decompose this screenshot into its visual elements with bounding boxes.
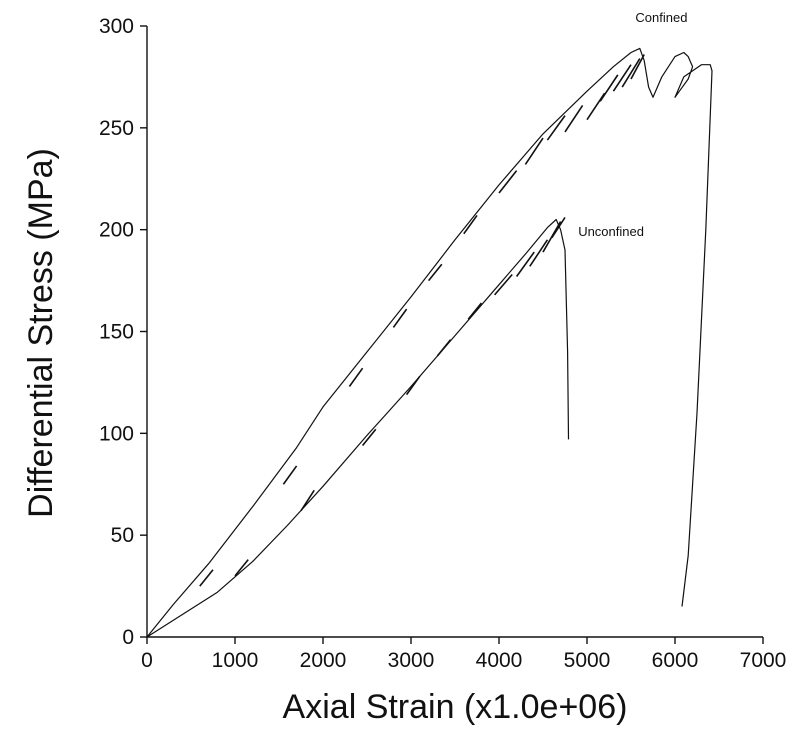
series-layer: Confined Unconfined: [146, 10, 713, 638]
confined-series: Confined: [146, 10, 713, 638]
x-axis-title: Axial Strain (x1.0e+06): [283, 688, 628, 726]
confined-unload-reload-loop: [612, 64, 632, 92]
unconfined-unload-reload-loop: [405, 375, 421, 396]
confined-unload-reload-loop: [599, 74, 619, 102]
unconfined-series: Unconfined: [146, 217, 644, 638]
confined-unload-reload-loop: [630, 54, 645, 80]
unconfined-unload-reload-loop: [361, 428, 377, 447]
confined-unload-reload-loop: [586, 92, 606, 121]
x-tick-label: 4000: [476, 649, 523, 672]
confined-unload-reload-loop: [564, 104, 584, 133]
confined-unload-reload-loop: [498, 170, 518, 194]
y-tick-label: 250: [99, 117, 134, 140]
unconfined-unload-reload-loop: [515, 251, 535, 277]
x-tick-label: 2000: [300, 649, 347, 672]
y-tick-label: 300: [99, 15, 134, 38]
confined-unload-reload-loop: [282, 465, 298, 485]
y-tick-label: 150: [99, 321, 134, 344]
confined-unload-reload-loop: [392, 308, 408, 328]
y-axis-ticks: 0 50 100 150 200 250 300: [99, 15, 147, 649]
unconfined-curve-label: Unconfined: [578, 224, 644, 239]
confined-unload-reload-loop: [621, 58, 641, 88]
y-tick-label: 0: [122, 626, 134, 649]
y-tick-label: 100: [99, 422, 134, 445]
confined-unload-reload-loop: [463, 214, 478, 235]
y-tick-label: 200: [99, 219, 134, 242]
confined-unload-reload-loop: [348, 367, 364, 387]
unconfined-unload-reload-loop: [529, 239, 549, 267]
confined-curve: [146, 47, 713, 638]
unconfined-unload-reload-loop: [300, 489, 315, 512]
x-tick-label: 6000: [652, 649, 699, 672]
unconfined-unload-reload-loop: [493, 273, 513, 296]
confined-unload-reload-loop: [427, 263, 443, 282]
x-tick-label: 7000: [740, 649, 787, 672]
x-axis-ticks: 0 1000 2000 3000 4000 5000 6000 7000: [141, 637, 786, 672]
confined-curve-label: Confined: [635, 10, 687, 25]
x-tick-label: 1000: [212, 649, 259, 672]
unconfined-unload-reload-loop: [436, 339, 452, 357]
x-tick-label: 5000: [564, 649, 611, 672]
unconfined-unload-reload-loop: [551, 217, 566, 239]
unconfined-curve: [146, 218, 570, 638]
axes: [146, 26, 763, 638]
unconfined-unload-reload-loop: [467, 302, 483, 320]
unconfined-unload-reload-loop: [234, 559, 249, 577]
confined-unload-reload-loop: [199, 569, 214, 587]
confined-unload-reload-loop: [546, 115, 566, 141]
y-tick-label: 50: [111, 524, 134, 547]
y-axis-title: Differential Stress (MPa): [22, 148, 60, 518]
x-tick-label: 3000: [388, 649, 435, 672]
x-tick-label: 0: [141, 649, 153, 672]
confined-unload-reload-loop: [524, 137, 544, 165]
